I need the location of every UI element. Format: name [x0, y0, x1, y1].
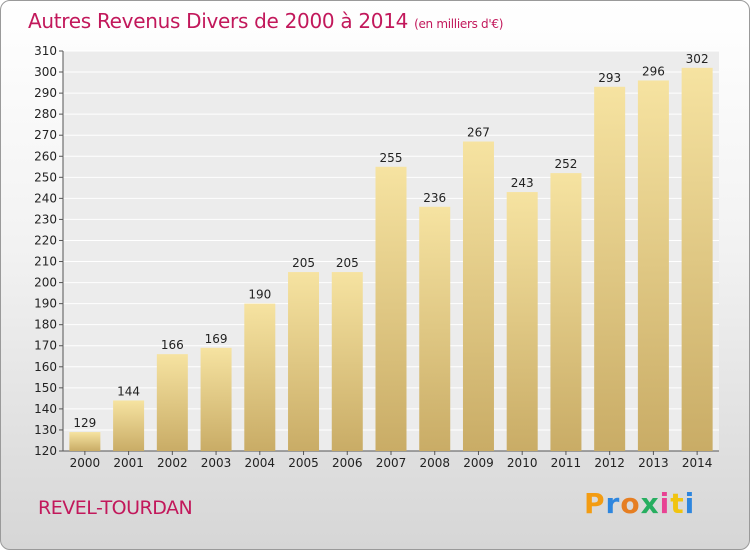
y-tick-label: 120 [34, 444, 57, 458]
location-label: REVEL-TOURDAN [38, 497, 193, 519]
logo-letter: x [640, 487, 660, 520]
bar [69, 432, 101, 451]
proxiti-logo[interactable]: Proxiti [584, 487, 695, 520]
bar [550, 173, 582, 451]
y-tick-label: 210 [34, 255, 57, 269]
y-tick-label: 290 [34, 86, 57, 100]
chart-unit: (en milliers d'€) [414, 17, 504, 31]
bar-value-label: 255 [380, 151, 403, 165]
bar-value-label: 296 [642, 64, 665, 78]
y-tick-label: 240 [34, 191, 57, 205]
bar-value-label: 293 [598, 71, 621, 85]
chart-title: Autres Revenus Divers de 2000 à 2014 (en … [28, 9, 504, 33]
x-tick-label: 2003 [201, 456, 232, 470]
x-tick-label: 2000 [70, 456, 101, 470]
y-tick-label: 260 [34, 149, 57, 163]
y-tick-label: 130 [34, 423, 57, 437]
x-tick-label: 2004 [245, 456, 276, 470]
bar [200, 347, 232, 451]
x-tick-label: 2011 [551, 456, 582, 470]
bar-value-label: 169 [205, 332, 228, 346]
y-tick-label: 310 [34, 44, 57, 58]
logo-letter: o [620, 487, 641, 520]
logo-letter: t [670, 487, 685, 520]
x-tick-label: 2012 [594, 456, 625, 470]
bar [637, 80, 669, 451]
bar [594, 86, 626, 451]
y-tick-label: 180 [34, 318, 57, 332]
y-tick-label: 200 [34, 276, 57, 290]
y-tick-label: 170 [34, 339, 57, 353]
bar [506, 192, 538, 452]
bar [375, 166, 407, 451]
logo-letter: i [659, 487, 671, 520]
x-tick-label: 2007 [376, 456, 407, 470]
bar-value-label: 252 [554, 157, 577, 171]
bar-value-label: 166 [161, 338, 184, 352]
x-tick-label: 2010 [507, 456, 538, 470]
x-tick-label: 2013 [638, 456, 669, 470]
bar [113, 400, 145, 451]
y-tick-label: 150 [34, 381, 57, 395]
bar-value-label: 236 [423, 191, 446, 205]
bar [288, 272, 320, 451]
bar [156, 354, 188, 451]
bar-value-label: 243 [511, 176, 534, 190]
y-tick-label: 140 [34, 402, 57, 416]
x-tick-label: 2002 [157, 456, 188, 470]
bar [419, 206, 451, 451]
x-tick-label: 2005 [288, 456, 319, 470]
y-tick-label: 270 [34, 128, 57, 142]
logo-letter: P [584, 487, 606, 520]
x-tick-label: 2009 [463, 456, 494, 470]
bar-value-label: 267 [467, 126, 490, 140]
y-tick-label: 190 [34, 297, 57, 311]
bar-value-label: 302 [686, 52, 709, 66]
bar-value-label: 129 [73, 416, 96, 430]
y-tick-label: 300 [34, 65, 57, 79]
bar [462, 141, 494, 452]
y-tick-label: 230 [34, 212, 57, 226]
x-tick-label: 2014 [682, 456, 713, 470]
bar-value-label: 205 [292, 256, 315, 270]
bar [681, 67, 713, 451]
y-tick-label: 250 [34, 170, 57, 184]
y-tick-label: 160 [34, 360, 57, 374]
bar [331, 272, 363, 451]
bar-value-label: 190 [248, 288, 271, 302]
x-tick-label: 2006 [332, 456, 363, 470]
bar-value-label: 205 [336, 256, 359, 270]
bar-value-label: 144 [117, 384, 140, 398]
y-tick-label: 220 [34, 233, 57, 247]
y-tick-label: 280 [34, 107, 57, 121]
bar [244, 303, 276, 451]
logo-letter: r [605, 487, 621, 520]
x-tick-label: 2008 [419, 456, 450, 470]
x-tick-label: 2001 [113, 456, 144, 470]
logo-letter: i [684, 487, 696, 520]
